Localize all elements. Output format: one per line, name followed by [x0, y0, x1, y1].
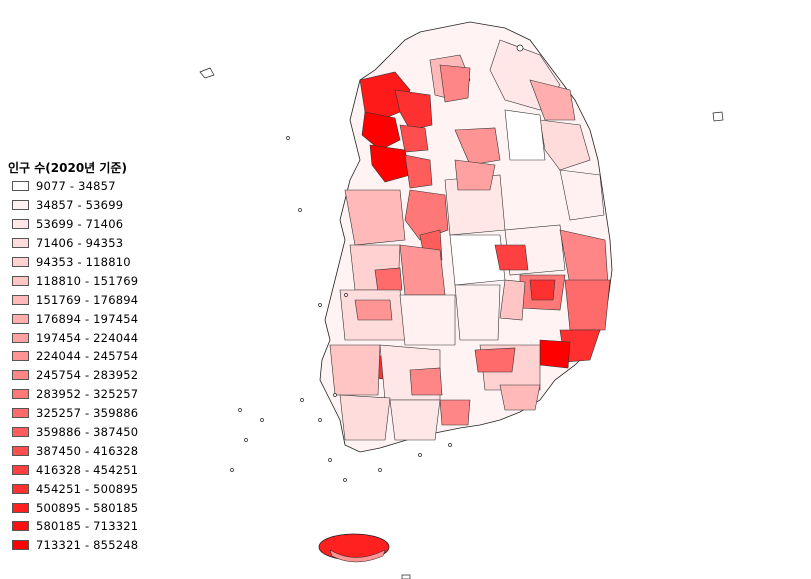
legend-item: 416328 - 454251 [8, 460, 198, 479]
legend-label: 94353 - 118810 [36, 255, 131, 269]
legend-swatch [12, 275, 29, 286]
legend-swatch [12, 408, 29, 419]
legend-swatch [12, 219, 29, 230]
legend-item: 325257 - 359886 [8, 404, 198, 423]
legend-item: 454251 - 500895 [8, 479, 198, 498]
legend-item: 500895 - 580185 [8, 498, 198, 517]
legend-swatch [12, 483, 29, 494]
legend-swatch [12, 181, 29, 192]
legend-item: 53699 - 71406 [8, 215, 198, 234]
legend-item: 245754 - 283952 [8, 366, 198, 385]
legend-label: 416328 - 454251 [36, 462, 139, 477]
legend-swatch [12, 370, 29, 381]
legend-label: 9077 - 34857 [36, 179, 116, 194]
legend-label: 245754 - 283952 [36, 368, 139, 383]
legend-item: 387450 - 416328 [8, 441, 198, 460]
legend-swatch [12, 238, 29, 249]
legend-swatch [12, 502, 29, 513]
legend-label: 359886 - 387450 [36, 425, 139, 440]
map-legend: 인구 수(2020년 기준) 9077 - 34857 34857 - 53699… [8, 159, 198, 555]
legend-item: 197454 - 224044 [8, 328, 198, 347]
legend-item: 224044 - 245754 [8, 347, 198, 366]
legend-item: 151769 - 176894 [8, 290, 198, 309]
legend-swatch [12, 313, 29, 324]
legend-item: 34857 - 53699 [8, 196, 198, 215]
legend-label: 176894 - 197454 [36, 311, 139, 326]
legend-label: 580185 - 713321 [36, 519, 139, 534]
legend-item: 71406 - 94353 [8, 234, 198, 253]
legend-label: 454251 - 500895 [36, 481, 139, 496]
legend-label: 34857 - 53699 [36, 198, 124, 213]
islands [199, 44, 724, 579]
legend-label: 224044 - 245754 [36, 349, 139, 364]
legend-label: 283952 - 325257 [36, 387, 139, 402]
legend-items: 9077 - 34857 34857 - 53699 53699 - 71406 71… [8, 177, 198, 555]
legend-label: 118810 - 151769 [36, 273, 139, 288]
legend-item: 359886 - 387450 [8, 423, 198, 442]
legend-title: 인구 수(2020년 기준) [8, 161, 127, 175]
legend-swatch [12, 294, 29, 305]
legend-label: 325257 - 359886 [36, 406, 139, 421]
legend-item: 283952 - 325257 [8, 385, 198, 404]
regions [329, 39, 611, 441]
legend-label: 713321 - 855248 [36, 538, 139, 553]
legend-swatch [12, 445, 29, 456]
legend-swatch [12, 332, 29, 343]
legend-item: 176894 - 197454 [8, 309, 198, 328]
legend-swatch [12, 464, 29, 475]
legend-label: 71406 - 94353 [36, 236, 124, 251]
legend-item: 94353 - 118810 [8, 253, 198, 272]
legend-swatch [12, 521, 29, 532]
legend-label: 53699 - 71406 [36, 217, 124, 232]
legend-item: 713321 - 855248 [8, 536, 198, 555]
legend-label: 387450 - 416328 [36, 443, 139, 458]
legend-swatch [12, 257, 29, 267]
legend-item: 9077 - 34857 [8, 177, 198, 196]
legend-label: 500895 - 580185 [36, 500, 139, 515]
legend-label: 197454 - 224044 [36, 330, 139, 345]
legend-label: 151769 - 176894 [36, 292, 139, 307]
legend-swatch [12, 540, 29, 551]
legend-swatch [12, 351, 29, 362]
legend-swatch [12, 389, 29, 400]
legend-item: 118810 - 151769 [8, 271, 198, 290]
legend-item: 580185 - 713321 [8, 517, 198, 536]
legend-swatch [12, 200, 29, 211]
legend-swatch [12, 427, 29, 438]
